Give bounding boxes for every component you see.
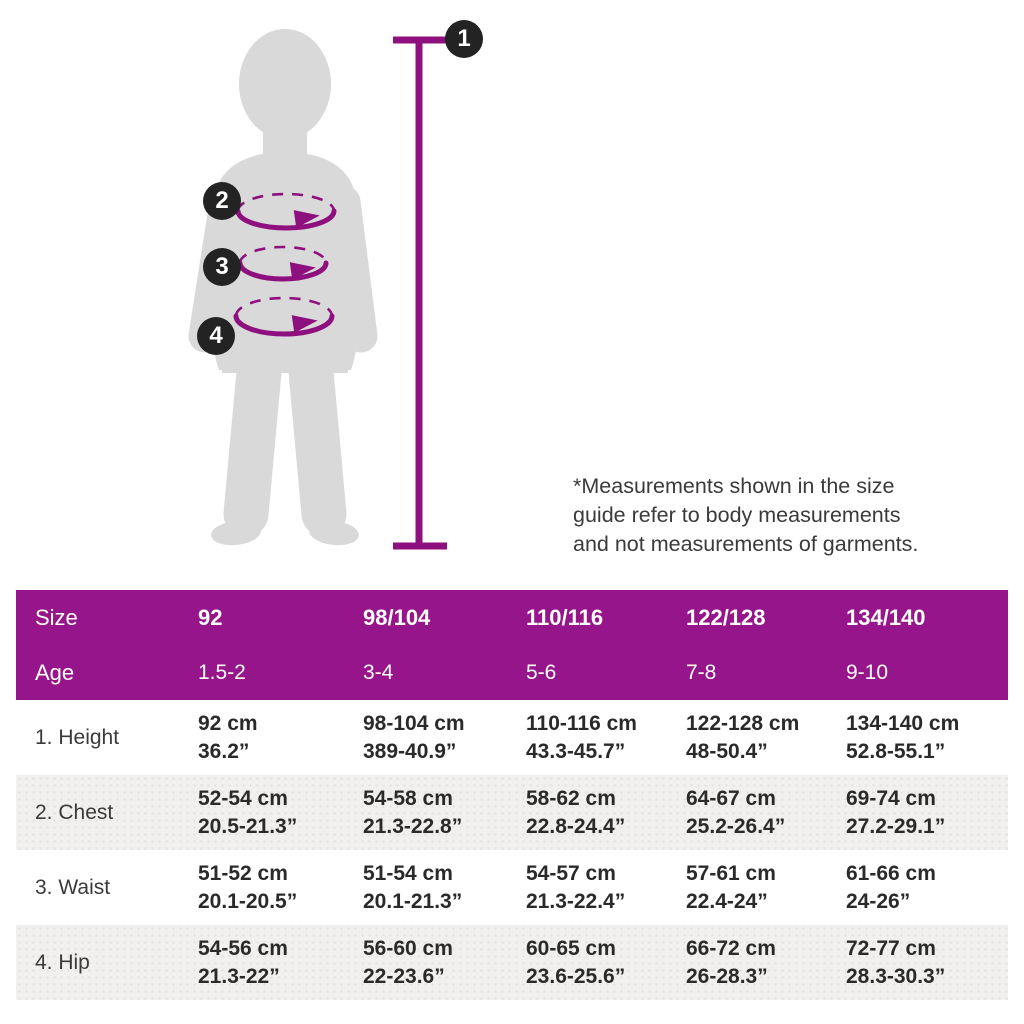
height-measure-line xyxy=(393,36,447,550)
measurement-cell: 72-77 cm 28.3-30.3” xyxy=(846,936,946,988)
size-guide-diagram: 1 2 3 4 *Measurements shown in the size … xyxy=(188,20,919,556)
row-label: 3. Waist xyxy=(35,875,111,899)
measurement-cell: 69-74 cm 27.2-29.1” xyxy=(846,786,946,838)
age-value: 3-4 xyxy=(363,660,394,684)
table-row-height: 1. Height 92 cm 36.2” 98-104 cm 389-40.9” … xyxy=(16,700,1008,775)
child-silhouette-diagram xyxy=(188,29,447,550)
table-body: 1. Height 92 cm 36.2” 98-104 cm 389-40.9” … xyxy=(16,700,1008,1000)
table-row-waist: 3. Waist 51-52 cm 20.1-20.5” 51-54 cm 20.1… xyxy=(16,850,1008,925)
marker-2-chest: 2 xyxy=(203,182,241,220)
marker-4-hip: 4 xyxy=(197,317,235,355)
table-row-chest: 2. Chest 52-54 cm 20.5-21.3” 54-58 cm 21.3… xyxy=(16,775,1008,850)
row-label: 1. Height xyxy=(35,725,120,749)
row-label: 2. Chest xyxy=(35,800,114,824)
measurement-cell: 60-65 cm 23.6-25.6” xyxy=(526,936,626,988)
size-value: 98/104 xyxy=(363,604,431,630)
row-label: 4. Hip xyxy=(35,950,90,974)
age-value: 5-6 xyxy=(526,660,557,684)
table-header: Size 92 98/104 110/116 122/128 134/140 A… xyxy=(16,590,1008,700)
size-guide-table: Size 92 98/104 110/116 122/128 134/140 A… xyxy=(16,590,1008,1000)
size-value: 122/128 xyxy=(686,604,766,630)
age-row-label: Age xyxy=(35,659,75,685)
age-header-row: Age 1.5-2 3-4 5-6 7-8 9-10 xyxy=(16,645,1008,700)
measurement-cell: 54-57 cm 21.3-22.4” xyxy=(526,861,626,913)
size-value: 110/116 xyxy=(526,604,604,630)
age-value: 1.5-2 xyxy=(198,660,246,684)
measurement-cell: 110-116 cm 43.3-45.7” xyxy=(526,711,637,763)
marker-1-height: 1 xyxy=(445,20,483,58)
measurement-cell: 64-67 cm 25.2-26.4” xyxy=(686,786,786,838)
age-value: 7-8 xyxy=(686,660,717,684)
size-row-label: Size xyxy=(35,604,78,630)
age-value: 9-10 xyxy=(846,660,889,684)
measurement-cell: 51-54 cm 20.1-21.3” xyxy=(363,861,463,913)
measurement-cell: 66-72 cm 26-28.3” xyxy=(686,936,776,988)
measurement-cell: 52-54 cm 20.5-21.3” xyxy=(198,786,298,838)
measurement-cell: 122-128 cm 48-50.4” xyxy=(686,711,800,763)
child-silhouette xyxy=(188,29,378,546)
table-row-hip: 4. Hip 54-56 cm 21.3-22” 56-60 cm 22-23.6”… xyxy=(16,925,1008,1000)
size-header-row: Size 92 98/104 110/116 122/128 134/140 xyxy=(16,590,1008,645)
measurement-cell: 56-60 cm 22-23.6” xyxy=(363,936,453,988)
measurement-cell: 54-56 cm 21.3-22” xyxy=(198,936,288,988)
measurement-cell: 61-66 cm 24-26” xyxy=(846,861,936,913)
marker-3-waist: 3 xyxy=(203,248,241,286)
waist-measure-band xyxy=(237,245,329,282)
size-value: 134/140 xyxy=(846,604,926,630)
measurement-cell: 57-61 cm 22.4-24” xyxy=(686,861,776,913)
measurement-note: *Measurements shown in the size guide re… xyxy=(573,474,919,556)
measurement-cell: 58-62 cm 22.8-24.4” xyxy=(526,786,626,838)
size-value: 92 xyxy=(198,604,223,630)
measurement-cell: 51-52 cm 20.1-20.5” xyxy=(198,861,298,913)
chest-measure-band xyxy=(235,192,337,231)
hip-measure-band xyxy=(233,296,335,337)
measurement-cell: 98-104 cm 389-40.9” xyxy=(363,711,465,763)
measurement-cell: 134-140 cm 52.8-55.1” xyxy=(846,711,960,763)
measurement-cell: 54-58 cm 21.3-22.8” xyxy=(363,786,463,838)
measurement-cell: 92 cm 36.2” xyxy=(198,711,258,763)
